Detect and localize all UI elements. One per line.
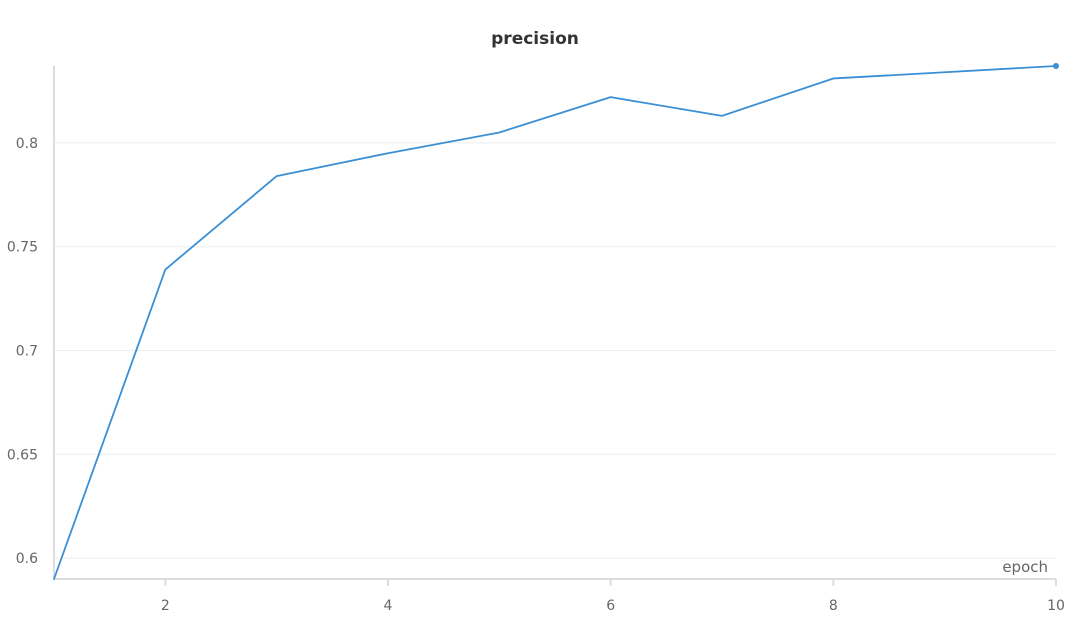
series-layer — [53, 63, 1059, 580]
x-tick-label: 10 — [1047, 598, 1065, 614]
y-tick-label: 0.8 — [16, 136, 38, 152]
x-tick-label: 8 — [829, 598, 838, 614]
axis-layer — [53, 66, 1057, 586]
grid-layer — [54, 142, 1056, 559]
x-tick-label: 4 — [384, 598, 393, 614]
last-point-marker — [1053, 63, 1059, 69]
x-tick-labels: 2 4 6 8 10 — [161, 598, 1065, 614]
y-tick-label: 0.75 — [7, 240, 38, 256]
y-tick-label: 0.7 — [16, 344, 38, 360]
x-tick-label: 2 — [161, 598, 170, 614]
chart-title: precision — [491, 29, 579, 49]
x-tick-label: 6 — [606, 598, 615, 614]
x-axis-label: epoch — [1002, 558, 1048, 576]
y-tick-label: 0.65 — [7, 447, 38, 463]
y-tick-label: 0.6 — [16, 551, 38, 567]
y-tick-labels: 0.6 0.65 0.7 0.75 0.8 — [7, 136, 38, 567]
precision-series-line — [53, 65, 1057, 580]
